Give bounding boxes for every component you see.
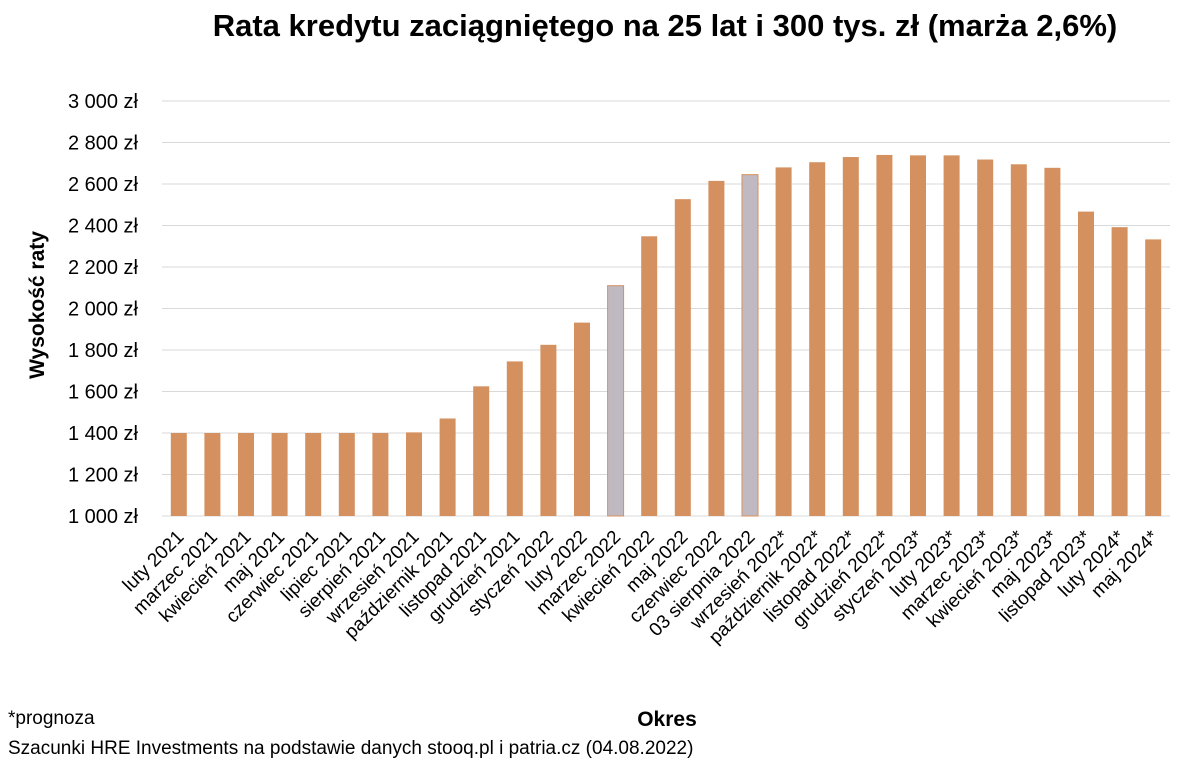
bar: [439, 418, 456, 516]
y-axis-title: Wysokość raty: [26, 231, 49, 379]
bar: [1145, 239, 1162, 516]
bar: [338, 433, 355, 516]
chart-title: Rata kredytu zaciągniętego na 25 lat i 3…: [212, 8, 1118, 43]
y-tick-label: 2 600 zł: [68, 174, 139, 196]
bar: [204, 433, 221, 516]
y-tick-label: 1 000 zł: [68, 506, 139, 528]
bar: [809, 162, 826, 516]
y-tick-label: 2 200 zł: [68, 257, 139, 279]
y-tick-label: 2 800 zł: [68, 133, 139, 155]
y-tick-label: 1 800 zł: [68, 340, 139, 362]
bar: [741, 174, 759, 517]
bar: [607, 285, 625, 517]
bar: [372, 433, 389, 516]
bar: [775, 167, 792, 516]
forecast-note: *prognoza: [8, 708, 95, 729]
bar: [708, 180, 725, 516]
y-tick-label: 1 200 zł: [68, 465, 139, 487]
bar: [943, 155, 960, 517]
grid-lines: [162, 100, 1170, 517]
bar: [641, 236, 658, 517]
bar: [305, 433, 322, 516]
bar: [406, 432, 422, 516]
bar: [977, 159, 994, 516]
source-note: Szacunki HRE Investments na podstawie da…: [8, 738, 694, 759]
bar: [1111, 227, 1128, 516]
bar: [842, 157, 859, 516]
bar: [910, 155, 926, 517]
bars: [170, 154, 1162, 517]
y-tick-label: 1 400 zł: [68, 423, 139, 445]
bar: [1010, 164, 1027, 516]
bar: [1044, 167, 1061, 516]
bar: [674, 199, 691, 516]
bar: [473, 386, 490, 516]
bar: [170, 433, 187, 516]
y-tick-label: 3 000 zł: [68, 91, 139, 113]
bar: [238, 433, 254, 516]
bar: [876, 154, 893, 516]
y-tick-label: 1 600 zł: [68, 382, 139, 404]
x-axis-title: Okres: [637, 708, 697, 731]
y-tick-label: 2 000 zł: [68, 299, 139, 321]
bar: [271, 433, 288, 516]
y-tick-label: 2 400 zł: [68, 216, 139, 238]
y-axis-tick-labels: 1 000 zł 1 200 zł 1 400 zł 1 600 zł 1 800 zł…: [68, 91, 139, 528]
bar: [540, 344, 557, 516]
bar: [574, 322, 590, 516]
bar: [506, 361, 523, 516]
bar: [1078, 211, 1094, 516]
